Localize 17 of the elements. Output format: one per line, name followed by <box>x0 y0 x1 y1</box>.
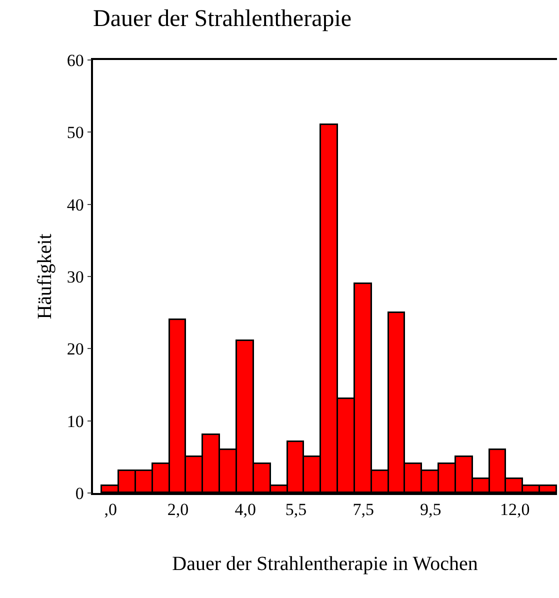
chart-title: Dauer der Strahlentherapie <box>93 6 352 32</box>
x-tick-label: 9,5 <box>420 500 442 520</box>
y-tick-label: 50 <box>66 123 84 142</box>
x-tick-label: 5,5 <box>285 500 307 520</box>
x-axis-title: Dauer der Strahlentherapie in Wochen <box>172 553 478 576</box>
y-tick-label: 0 <box>75 484 84 503</box>
y-tick-label: 10 <box>66 412 84 431</box>
x-tick-label: 7,5 <box>352 500 374 520</box>
y-tick-label: 20 <box>66 340 84 359</box>
y-axis-title: Häufigkeit <box>34 233 56 320</box>
x-tick-label: 2,0 <box>167 500 189 520</box>
y-tick-label: 30 <box>66 267 84 286</box>
x-tick-label: ,0 <box>104 500 118 520</box>
y-tick-label: 60 <box>66 50 84 70</box>
x-tick-label: 12,0 <box>500 500 530 520</box>
y-tick-label: 40 <box>66 195 84 214</box>
x-tick-label: 4,0 <box>234 500 256 520</box>
